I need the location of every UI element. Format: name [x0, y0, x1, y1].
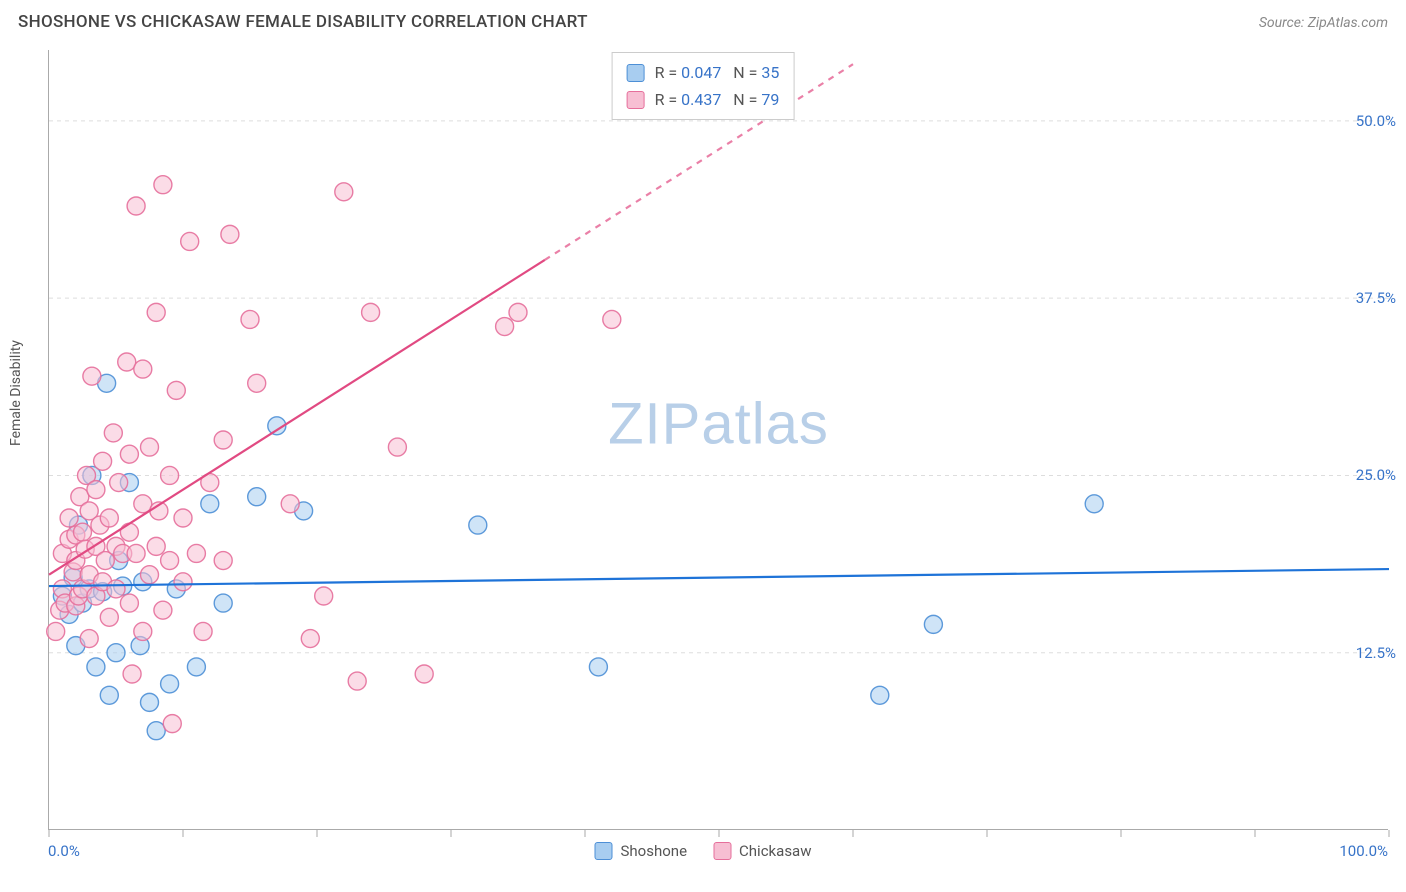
- legend-item: Chickasaw: [713, 842, 811, 860]
- plot-area: ZIPatlas: [48, 50, 1388, 830]
- legend-item: Shoshone: [595, 842, 688, 860]
- y-tick-label: 50.0%: [1356, 112, 1396, 130]
- y-tick-label: 25.0%: [1356, 466, 1396, 484]
- stats-row: R = 0.437 N = 79: [627, 86, 780, 113]
- legend-swatch: [595, 842, 613, 860]
- chart-container: SHOSHONE VS CHICKASAW FEMALE DISABILITY …: [0, 0, 1406, 892]
- stats-text: R = 0.047 N = 35: [655, 59, 780, 86]
- stats-swatch: [627, 91, 645, 109]
- y-tick-label: 37.5%: [1356, 289, 1396, 307]
- y-axis-label: Female Disability: [8, 340, 24, 446]
- legend-label: Chickasaw: [739, 842, 811, 860]
- source-prefix: Source:: [1259, 15, 1308, 31]
- legend-swatch: [713, 842, 731, 860]
- header: SHOSHONE VS CHICKASAW FEMALE DISABILITY …: [18, 12, 1388, 32]
- source-name: ZipAtlas.com: [1308, 15, 1388, 31]
- y-tick-label: 12.5%: [1356, 644, 1396, 662]
- bottom-legend: Shoshone Chickasaw: [595, 842, 812, 860]
- legend-label: Shoshone: [621, 842, 688, 860]
- chart-title: SHOSHONE VS CHICKASAW FEMALE DISABILITY …: [18, 12, 588, 32]
- stats-legend: R = 0.047 N = 35R = 0.437 N = 79: [612, 52, 795, 120]
- source-attribution: Source: ZipAtlas.com: [1259, 15, 1388, 31]
- x-max-label: 100.0%: [1339, 842, 1388, 860]
- stats-row: R = 0.047 N = 35: [627, 59, 780, 86]
- x-min-label: 0.0%: [48, 842, 80, 860]
- stats-text: R = 0.437 N = 79: [655, 86, 780, 113]
- stats-swatch: [627, 64, 645, 82]
- chart-svg: [49, 50, 1388, 829]
